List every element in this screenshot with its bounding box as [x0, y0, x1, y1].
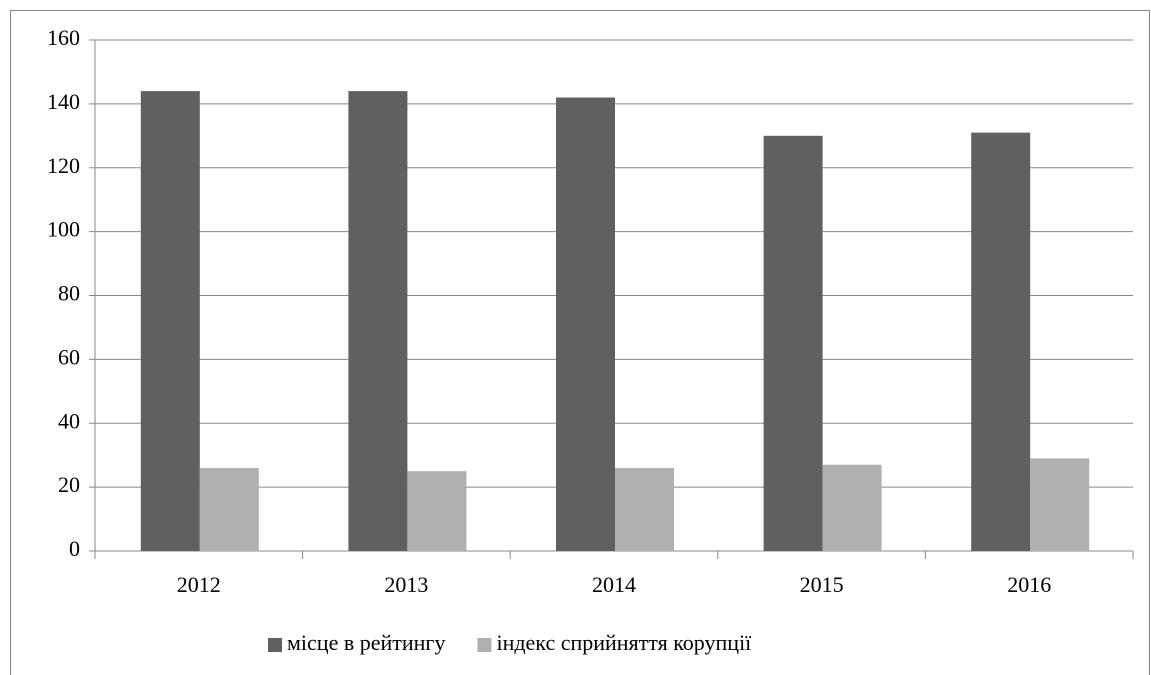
y-tick-label: 40: [58, 408, 80, 433]
bar: [615, 467, 674, 551]
legend-swatch: [268, 638, 282, 652]
y-tick-label: 140: [47, 89, 80, 114]
bar: [407, 471, 467, 551]
x-tick-label: 2015: [800, 572, 844, 597]
y-tick-label: 80: [58, 281, 80, 306]
x-tick-label: 2016: [1007, 572, 1051, 597]
legend-label: місце в рейтингу: [287, 630, 445, 655]
bar: [1030, 458, 1090, 551]
x-tick-label: 2014: [592, 572, 636, 597]
bar: [971, 132, 1031, 551]
y-tick-label: 160: [47, 25, 80, 50]
y-tick-label: 120: [47, 153, 80, 178]
bar: [822, 464, 882, 551]
legend-swatch: [477, 638, 492, 652]
x-tick-label: 2013: [384, 572, 428, 597]
bar: [199, 467, 259, 551]
chart-frame: [10, 10, 1150, 675]
y-tick-label: 20: [58, 472, 80, 497]
x-tick-label: 2012: [177, 572, 221, 597]
bar: [556, 97, 615, 552]
y-tick-label: 100: [47, 217, 80, 242]
bar: [763, 135, 823, 551]
y-tick-label: 0: [69, 536, 80, 561]
legend-label: індекс сприйняття корупції: [496, 630, 752, 655]
bar: [140, 91, 200, 551]
bar: [348, 91, 408, 551]
y-tick-label: 60: [58, 344, 80, 369]
